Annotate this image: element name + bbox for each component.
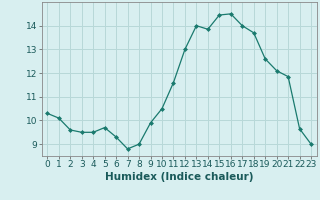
X-axis label: Humidex (Indice chaleur): Humidex (Indice chaleur) <box>105 172 253 182</box>
